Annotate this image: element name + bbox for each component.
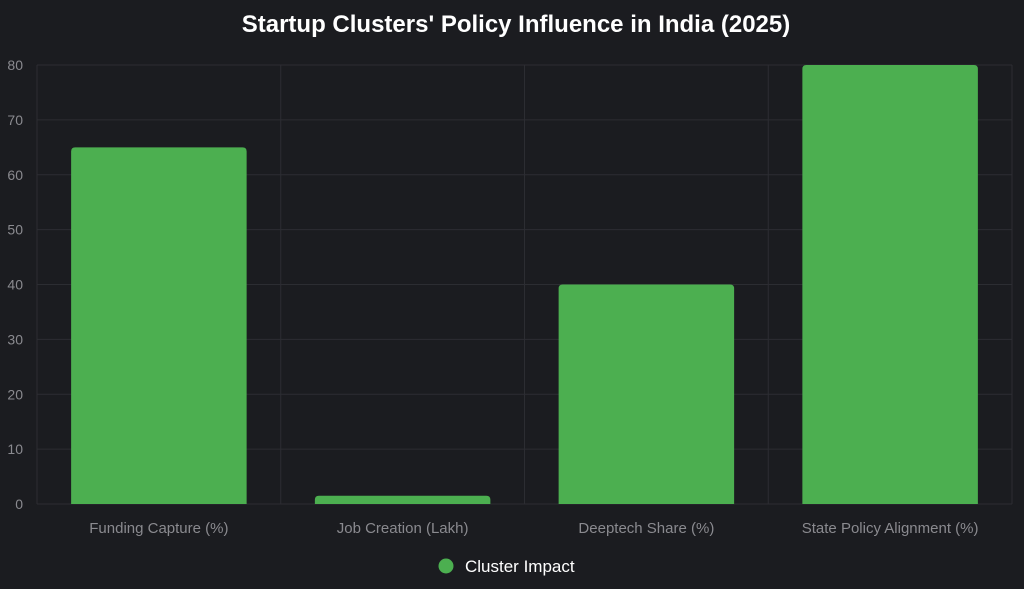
bars [71, 65, 978, 504]
bar-job-creation-lakh[interactable] [314, 495, 491, 504]
y-tick-label: 50 [7, 222, 23, 238]
x-tick-label: Funding Capture (%) [89, 520, 228, 537]
y-tick-label: 70 [7, 112, 23, 128]
y-tick-label: 0 [15, 496, 23, 512]
y-tick-label: 10 [7, 441, 23, 457]
y-tick-label: 60 [7, 167, 23, 183]
bar-state-policy-alignment[interactable] [802, 65, 978, 504]
y-tick-label: 80 [7, 57, 23, 73]
y-axis: 0 10 20 30 40 50 60 70 80 [7, 57, 23, 512]
x-tick-label: Job Creation (Lakh) [337, 520, 469, 537]
y-tick-label: 40 [7, 277, 23, 293]
chart-title: Startup Clusters' Policy Influence in In… [242, 11, 791, 38]
x-axis: Funding Capture (%) Job Creation (Lakh) De… [89, 520, 978, 537]
legend[interactable]: Cluster Impact [438, 557, 575, 576]
y-tick-label: 20 [7, 386, 23, 402]
x-tick-label: Deeptech Share (%) [578, 520, 714, 537]
bar-deeptech-share[interactable] [558, 284, 735, 505]
y-tick-label: 30 [7, 331, 23, 347]
x-tick-label: State Policy Alignment (%) [802, 520, 979, 537]
legend-label-cluster-impact: Cluster Impact [465, 557, 575, 576]
legend-swatch-cluster-impact [438, 558, 454, 574]
bar-funding-capture[interactable] [71, 147, 247, 504]
